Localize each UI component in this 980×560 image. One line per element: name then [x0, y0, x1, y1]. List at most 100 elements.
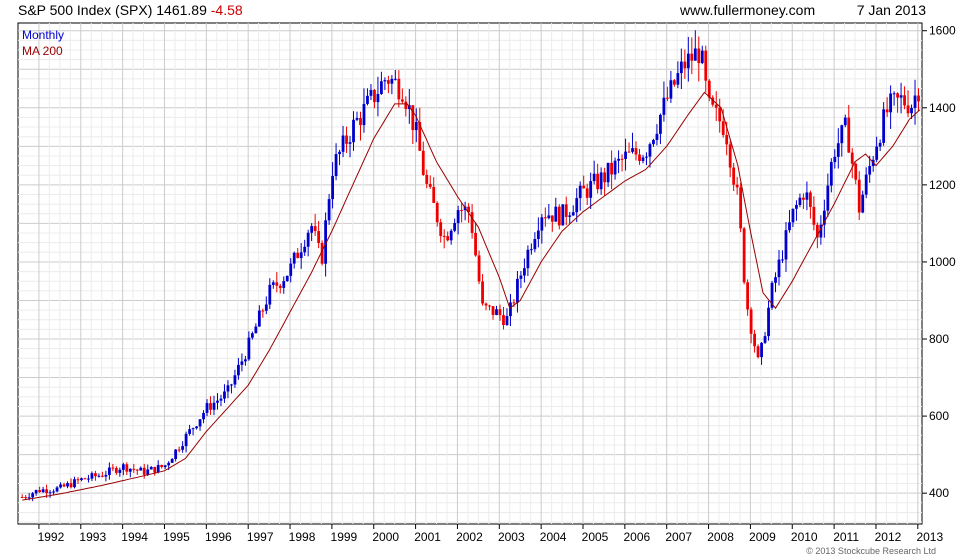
candle-body	[271, 282, 275, 285]
x-tick-label: 2000	[372, 530, 399, 544]
x-axis: 1992 1993 1994 1995 1996 1997 1998 1999 2000 2001…	[38, 524, 943, 544]
candle-body	[442, 235, 446, 237]
candle-body	[101, 475, 104, 477]
candle-body	[411, 105, 415, 131]
x-tick-label: 2009	[749, 530, 776, 544]
candle-body	[802, 197, 805, 200]
candle-body	[808, 192, 812, 207]
candle-body	[163, 465, 167, 468]
candle-body	[139, 467, 143, 471]
candle-body	[774, 277, 777, 283]
candle-body	[892, 93, 896, 95]
candle-body	[327, 199, 331, 221]
candle-body	[341, 135, 345, 152]
candle-body	[324, 220, 328, 264]
candle-body	[697, 48, 701, 64]
candle-body	[149, 466, 153, 470]
candle-body	[659, 114, 662, 134]
candle-body	[645, 156, 648, 158]
candle-body	[331, 176, 334, 200]
x-tick-label: 1996	[205, 530, 232, 544]
candle-body	[638, 154, 641, 162]
candle-body	[756, 346, 760, 358]
y-tick-label: 1600	[929, 24, 956, 38]
candle-body	[310, 226, 314, 233]
candle-body	[725, 135, 729, 145]
x-tick-label: 2010	[791, 530, 818, 544]
candle-body	[247, 337, 251, 360]
y-tick-label: 800	[929, 332, 949, 346]
candle-body	[153, 466, 157, 473]
candle-body	[278, 285, 282, 288]
candle-body	[219, 398, 223, 401]
chart-date: 7 Jan 2013	[857, 2, 926, 18]
candle-body	[275, 282, 279, 286]
candle-body	[376, 93, 380, 103]
candle-body	[906, 105, 910, 114]
candle-body	[843, 117, 847, 126]
candle-body	[819, 224, 823, 238]
candle-body	[348, 142, 352, 144]
candle-body	[118, 469, 122, 473]
candle-body	[550, 215, 554, 222]
chart-title: S&P 500 Index (SPX) 1461.89 -4.58	[18, 2, 243, 18]
candle-body	[568, 215, 572, 217]
x-tick-label: 1997	[247, 530, 274, 544]
candle-body	[721, 121, 725, 136]
candle-body	[704, 50, 708, 81]
y-tick-label: 600	[929, 409, 949, 423]
candle-body	[104, 474, 108, 477]
y-tick-label: 400	[929, 486, 949, 500]
candle-body	[498, 309, 502, 316]
candle-body	[414, 122, 418, 131]
candle-body	[446, 236, 450, 241]
candle-body	[425, 174, 429, 184]
candle-body	[94, 473, 97, 477]
candle-body	[432, 186, 436, 203]
candle-body	[24, 497, 28, 499]
candle-body	[815, 224, 819, 238]
candle-body	[69, 483, 73, 488]
x-tick-label: 2008	[707, 530, 734, 544]
candle-body	[502, 315, 505, 325]
candle-body	[878, 142, 882, 147]
candle-body	[383, 80, 387, 82]
candle-body	[313, 226, 317, 232]
candle-body	[728, 144, 732, 168]
candle-body	[739, 187, 743, 229]
candle-body	[62, 484, 66, 487]
candle-body	[854, 163, 858, 180]
candle-body	[421, 150, 425, 175]
candle-body	[714, 104, 718, 108]
candle-body	[226, 385, 230, 392]
candle-body	[114, 468, 118, 473]
candle-body	[557, 206, 561, 226]
candle-body	[634, 148, 638, 155]
candle-body	[397, 78, 401, 100]
candle-body	[833, 156, 837, 163]
candle-body	[132, 468, 136, 470]
x-tick-label: 2013	[916, 530, 943, 544]
candle-body	[184, 433, 188, 447]
candle-body	[620, 158, 624, 160]
candle-body	[257, 310, 261, 327]
candle-body	[578, 185, 582, 199]
candle-body	[188, 429, 191, 434]
candle-body	[282, 281, 286, 288]
chart-title-text: S&P 500 Index (SPX) 1461.89	[18, 2, 207, 18]
candle-body	[362, 103, 366, 126]
candle-body	[38, 490, 42, 493]
candle-body	[540, 217, 544, 231]
y-tick-label: 1000	[929, 255, 956, 269]
candle-body	[603, 172, 607, 183]
candle-body	[885, 109, 889, 113]
candle-body	[135, 469, 139, 471]
candle-body	[488, 305, 491, 307]
candle-body	[840, 125, 844, 144]
candle-body	[693, 48, 697, 61]
candle-body	[216, 400, 219, 403]
candle-body	[491, 306, 495, 315]
candle-body	[700, 50, 704, 64]
x-tick-label: 2004	[540, 530, 567, 544]
x-tick-label: 2011	[833, 530, 859, 544]
